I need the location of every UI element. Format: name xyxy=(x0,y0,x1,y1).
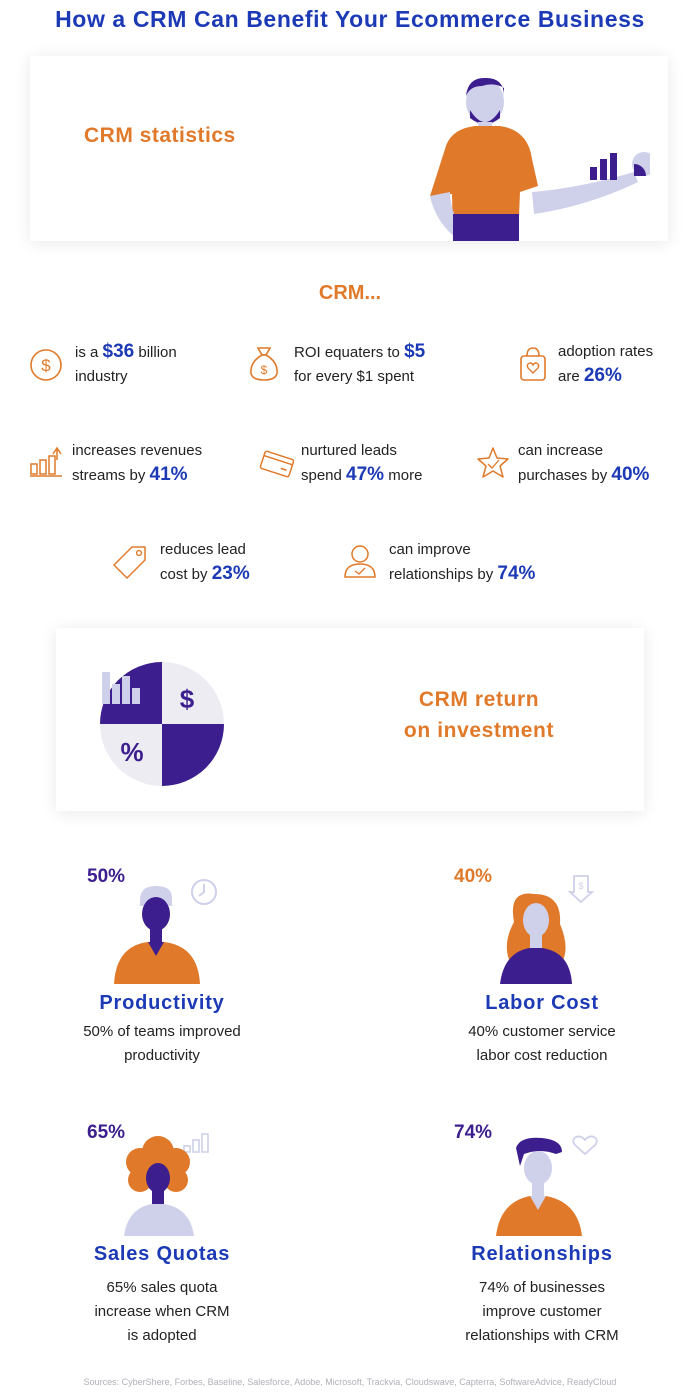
growth-chart-icon xyxy=(30,446,62,477)
productivity-description: 50% of teams improved productivity xyxy=(83,1023,241,1064)
svg-text:$: $ xyxy=(41,356,51,375)
stat-value: 23% xyxy=(211,563,250,584)
roi-label: CRM return on investment xyxy=(403,688,555,742)
stat-value: 47% xyxy=(346,464,385,485)
crm-heading: CRM... xyxy=(318,282,382,304)
hero-label: CRM statistics xyxy=(84,124,236,147)
relationships-percent: 74% xyxy=(454,1122,493,1143)
money-bag-icon: $ xyxy=(250,347,278,381)
stat-lead-cost: reduces lead cost by 23% xyxy=(160,541,250,584)
stat-revenue: increases revenues streams by 41% xyxy=(72,442,203,485)
stat-value: 40% xyxy=(611,464,650,485)
shopping-bag-heart-icon xyxy=(520,347,546,381)
roi-card: $ % CRM return on investment xyxy=(56,628,644,811)
presenter-illustration-icon xyxy=(430,77,650,241)
stat-purchases: can increase purchases by 40% xyxy=(518,442,650,485)
stat-value: $36 xyxy=(102,341,135,362)
user-check-icon xyxy=(344,545,376,578)
sales-quotas-percent: 65% xyxy=(87,1122,126,1143)
stat-relationships: can improve relationships by 74% xyxy=(389,541,536,584)
stat-adoption: adoption rates are 26% xyxy=(558,343,654,386)
stat-industry-size: is a $36 billion industry xyxy=(75,341,177,385)
dollar-coin-icon: $ xyxy=(30,349,62,381)
svg-text:$: $ xyxy=(261,363,268,377)
sales-quotas-heading: Sales Quotas xyxy=(93,1243,231,1265)
stat-nurtured-leads: nurtured leads spend 47% more xyxy=(301,442,423,485)
sales-quotas-person-icon xyxy=(124,1133,209,1236)
page-title: How a CRM Can Benefit Your Ecommerce Bus… xyxy=(55,6,645,32)
price-tag-icon xyxy=(113,546,146,579)
productivity-heading: Productivity xyxy=(99,992,225,1014)
labor-cost-heading: Labor Cost xyxy=(485,992,599,1014)
stat-roi: ROI equaters to $5 for every $1 spent xyxy=(294,341,426,385)
sources-footer: Sources: CyberShere, Forbes, Baseline, S… xyxy=(83,1377,617,1387)
hero-card: CRM statistics xyxy=(30,56,668,241)
stat-value: 74% xyxy=(497,563,536,584)
roi-pie-icon: $ % xyxy=(100,662,224,786)
labor-cost-person-icon: $ xyxy=(500,875,595,984)
relationships-heading: Relationships xyxy=(471,1243,613,1265)
stat-value: 26% xyxy=(583,365,622,386)
star-badge-icon xyxy=(477,447,509,478)
labor-cost-description: 40% customer service labor cost reductio… xyxy=(468,1023,616,1064)
relationships-description: 74% of businesses improve customer relat… xyxy=(465,1279,619,1344)
productivity-person-icon xyxy=(114,879,217,984)
svg-text:%: % xyxy=(120,737,143,767)
stat-value: 41% xyxy=(149,464,188,485)
labor-cost-percent: 40% xyxy=(454,866,493,887)
stat-value: $5 xyxy=(404,341,426,362)
sales-quotas-description: 65% sales quota increase when CRM is ado… xyxy=(94,1279,230,1344)
svg-text:$: $ xyxy=(578,881,583,891)
productivity-percent: 50% xyxy=(87,866,126,887)
credit-card-icon xyxy=(259,450,295,478)
svg-text:$: $ xyxy=(180,684,195,714)
relationships-person-icon xyxy=(496,1135,598,1236)
